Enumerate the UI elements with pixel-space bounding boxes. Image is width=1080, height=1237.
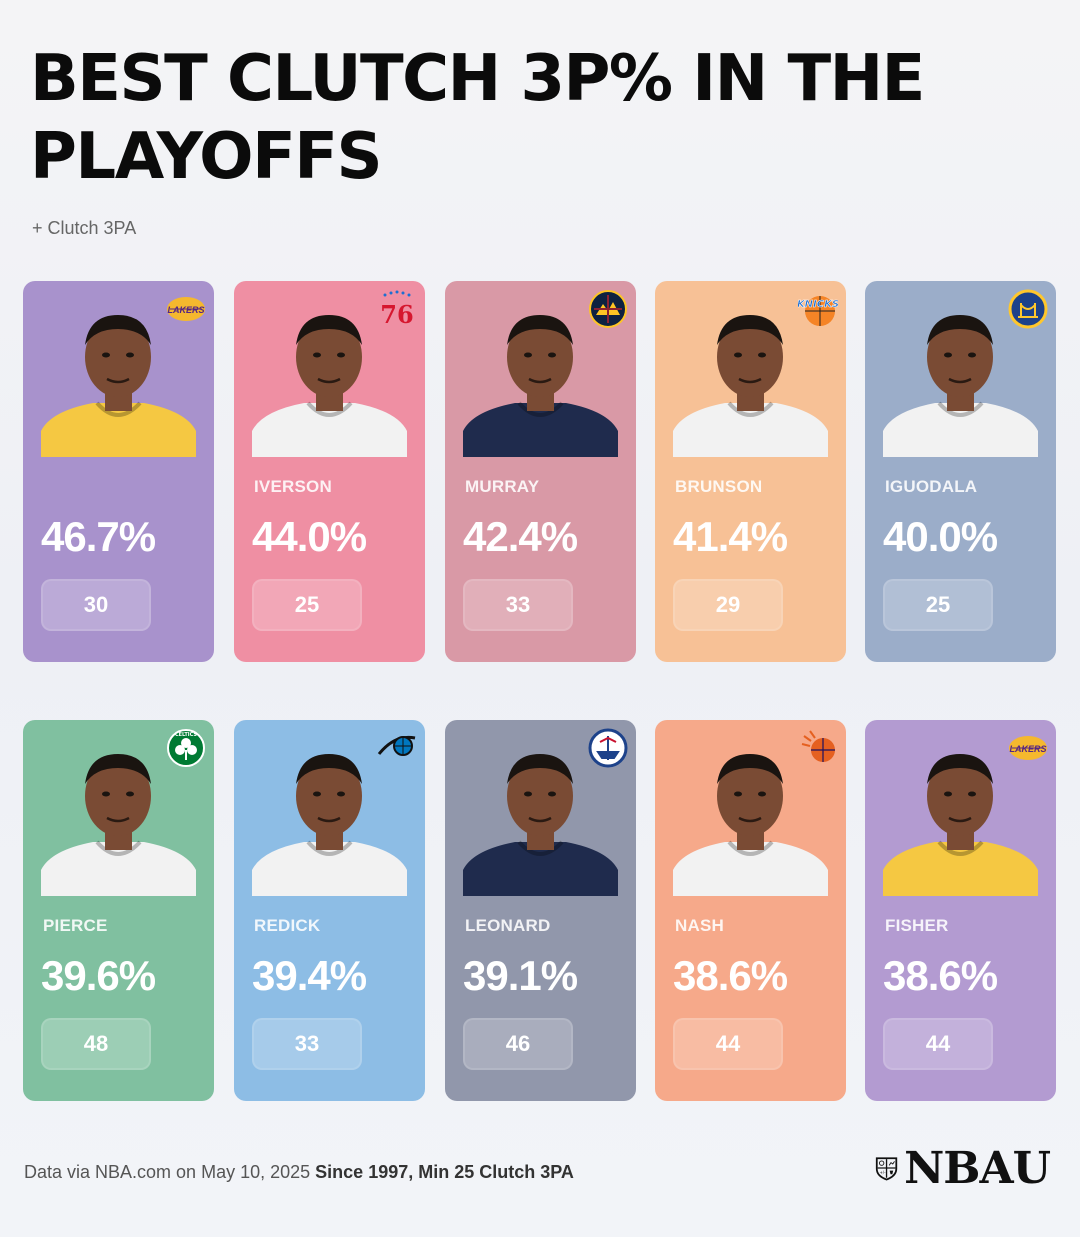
clutch-3pa-badge: 25 [883,579,993,631]
clutch-3p-percentage: 39.1% [463,952,578,999]
magic-logo-icon [377,728,417,768]
nuggets-logo-icon [588,289,628,329]
clippers-logo-icon [588,728,628,768]
clutch-3p-percentage: 38.6% [883,952,998,999]
page-subtitle: + Clutch 3PA [32,218,137,238]
player-photo [883,299,1038,457]
player-name: LEONARD [465,916,551,935]
knicks-logo-icon: KNICKS [798,289,838,329]
clutch-3pa-badge: 25 [252,579,362,631]
footer-source: Data via NBA.com on May 10, 2025 Since 1… [24,1162,574,1183]
player-card: NASH 38.6% 44 [655,720,846,1101]
player-name: PIERCE [43,916,108,935]
clutch-3p-percentage: 39.4% [252,952,367,999]
clutch-3pa-badge: 33 [252,1018,362,1070]
svg-text:LAKERS: LAKERS [1009,744,1046,754]
suns-logo-icon [798,728,838,768]
nbau-shield-icon: +/- [875,1157,898,1181]
footer-source-text: Data via NBA.com on May 10, 2025 [24,1162,311,1182]
svg-text:CELTICS: CELTICS [175,732,197,738]
celtics-logo-icon: CELTICS [166,728,206,768]
player-card: REDICK 39.4% 33 [234,720,425,1101]
player-card: LEONARD 39.1% 46 [445,720,636,1101]
clutch-3pa-badge: 29 [673,579,783,631]
player-photo [463,738,618,896]
player-card: LAKERS 46.7% 30 [23,281,214,662]
player-name: IGUODALA [885,477,978,496]
clutch-3pa-badge: 33 [463,579,573,631]
player-photo [252,299,407,457]
svg-text:76: 76 [380,300,413,329]
clutch-3p-percentage: 41.4% [673,513,788,560]
page-title: BEST CLUTCH 3P% IN THE PLAYOFFS [30,42,925,194]
player-name: BRUNSON [675,477,763,496]
clutch-3pa-badge: 30 [41,579,151,631]
player-name: REDICK [254,916,321,935]
clutch-3p-percentage: 38.6% [673,952,788,999]
player-photo [252,738,407,896]
clutch-3pa-badge: 44 [673,1018,783,1070]
player-photo [41,738,196,896]
player-photo [41,299,196,457]
player-card: MURRAY 42.4% 33 [445,281,636,662]
player-name: IVERSON [254,477,332,496]
clutch-3pa-badge: 44 [883,1018,993,1070]
svg-text:+/-: +/- [879,1170,886,1175]
lakers-logo-icon: LAKERS [166,289,206,329]
clutch-3p-percentage: 40.0% [883,513,998,560]
player-photo [463,299,618,457]
player-photo [883,738,1038,896]
nbau-brand: +/- NBAU [875,1140,1051,1196]
clutch-3p-percentage: 44.0% [252,513,367,560]
clutch-3p-percentage: 46.7% [41,513,156,560]
player-name: NASH [675,916,724,935]
player-card: IGUODALA 40.0% 25 [865,281,1056,662]
player-card: KNICKS BRUNSON 41.4% 29 [655,281,846,662]
player-card: LAKERS FISHER 38.6% 44 [865,720,1056,1101]
player-photo [673,738,828,896]
clutch-3p-percentage: 42.4% [463,513,578,560]
player-name: FISHER [885,916,949,935]
clutch-3pa-badge: 48 [41,1018,151,1070]
footer-note-text: Since 1997, Min 25 Clutch 3PA [315,1162,574,1182]
player-card: CELTICS PIERCE 39.6% 48 [23,720,214,1101]
sixers-logo-icon: 76 [377,289,417,329]
svg-text:LAKERS: LAKERS [167,305,204,315]
brand-text: NBAU [904,1142,1051,1194]
svg-text:KNICKS: KNICKS [798,299,838,310]
clutch-3p-percentage: 39.6% [41,952,156,999]
lakers-logo-icon: LAKERS [1008,728,1048,768]
player-photo [673,299,828,457]
player-name: MURRAY [465,477,540,496]
warriors-logo-icon [1008,289,1048,329]
clutch-3pa-badge: 46 [463,1018,573,1070]
player-card: 76 IVERSON 44.0% 25 [234,281,425,662]
